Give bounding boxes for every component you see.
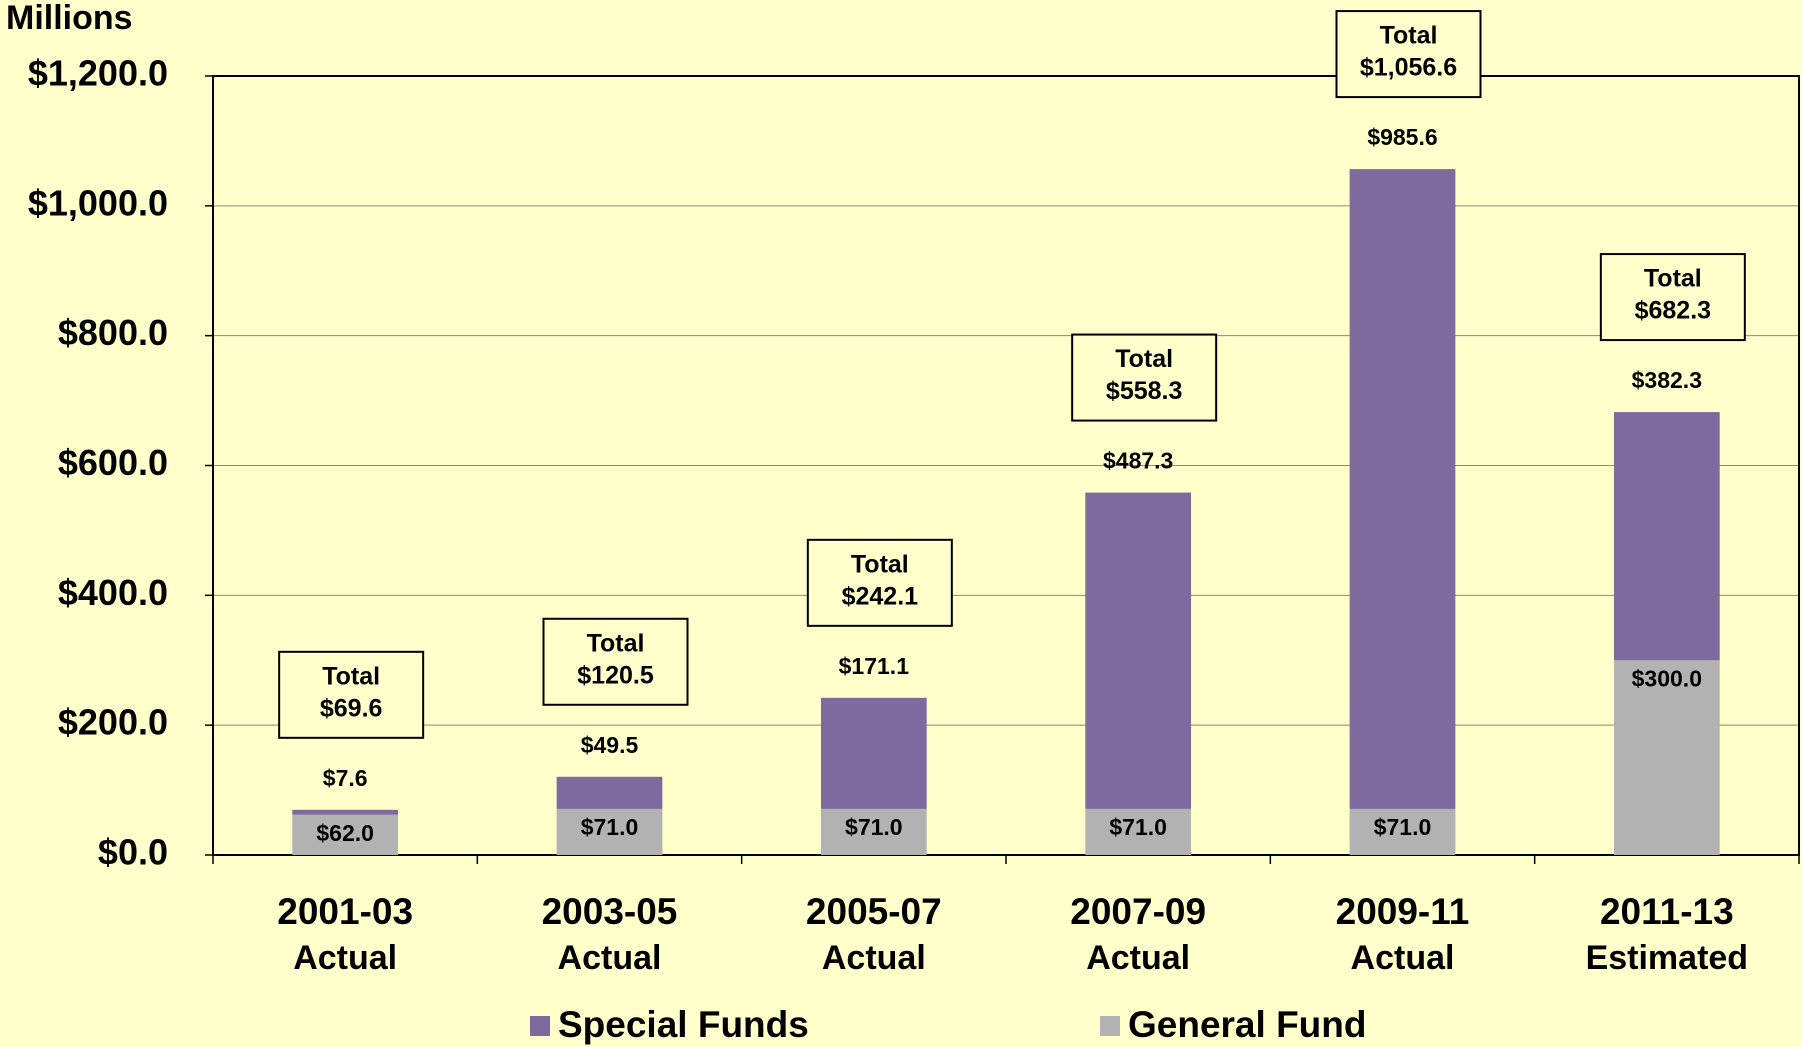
legend-label: General Fund	[1128, 1004, 1366, 1045]
total-title: Total	[1380, 22, 1438, 50]
x-tick-label: 2007-09	[1070, 891, 1206, 932]
legend-swatch	[530, 1016, 550, 1036]
data-label: $300.0	[1632, 665, 1702, 691]
y-tick-label: $600.0	[58, 442, 168, 483]
total-title: Total	[851, 550, 909, 578]
data-label: $985.6	[1367, 124, 1437, 150]
data-label: $7.6	[323, 765, 368, 791]
y-axis-label: Millions	[6, 0, 133, 37]
bar-segment	[556, 776, 663, 809]
bar-segment	[292, 814, 399, 855]
y-tick-label: $400.0	[58, 572, 168, 613]
data-label: $62.0	[316, 820, 374, 846]
data-label: $71.0	[1109, 814, 1167, 840]
x-tick-label: 2009-11	[1336, 891, 1470, 932]
bar-segment	[1085, 492, 1192, 809]
y-tick-label: $1,000.0	[28, 182, 168, 223]
total-label: $120.5	[577, 661, 654, 689]
x-tick-sublabel: Estimated	[1586, 939, 1749, 977]
total-box	[1599, 253, 1746, 342]
y-tick-label: $1,200.0	[28, 53, 168, 94]
x-tick-label: 2001-03	[277, 891, 413, 932]
x-tick-sublabel: Actual	[822, 939, 926, 977]
y-tick-label: $200.0	[58, 702, 168, 743]
bar-segment	[820, 697, 927, 809]
legend-swatch	[1100, 1016, 1120, 1036]
total-label: $1,056.6	[1360, 54, 1457, 82]
data-label: $382.3	[1632, 367, 1702, 393]
legend-label: Special Funds	[558, 1004, 809, 1045]
total-title: Total	[587, 629, 645, 657]
bar-segment	[1613, 660, 1720, 855]
total-box	[1071, 333, 1218, 422]
total-box	[806, 538, 953, 627]
total-label: $682.3	[1635, 297, 1711, 325]
x-tick-sublabel: Actual	[558, 939, 662, 977]
data-label: $71.0	[845, 814, 903, 840]
total-label: $242.1	[842, 582, 919, 610]
bar-segment	[292, 809, 399, 815]
total-label: $558.3	[1106, 377, 1182, 405]
total-title: Total	[1115, 345, 1173, 373]
bar-segment	[820, 808, 927, 855]
bar-segment	[1085, 808, 1192, 855]
x-tick-label: 2011-13	[1600, 891, 1734, 932]
total-title: Total	[1644, 265, 1702, 293]
x-tick-sublabel: Actual	[293, 939, 397, 977]
bar-segment	[1349, 169, 1456, 809]
data-label: $487.3	[1103, 448, 1173, 474]
x-tick-sublabel: Actual	[1351, 939, 1455, 977]
data-label: $49.5	[581, 732, 639, 758]
bar-segment	[1613, 412, 1720, 661]
bar-segment	[556, 808, 663, 855]
x-tick-sublabel: Actual	[1086, 939, 1190, 977]
data-label: $171.1	[839, 653, 910, 679]
data-label: $71.0	[581, 814, 639, 840]
total-box	[1335, 10, 1482, 99]
total-title: Total	[322, 662, 380, 690]
y-tick-label: $800.0	[58, 312, 168, 353]
total-box	[542, 617, 689, 706]
x-tick-label: 2005-07	[806, 891, 942, 932]
total-label: $69.6	[320, 694, 383, 722]
total-box	[278, 650, 425, 739]
y-tick-label: $0.0	[98, 832, 168, 873]
data-label: $71.0	[1374, 814, 1432, 840]
x-tick-label: 2003-05	[542, 891, 678, 932]
bar-segment	[1349, 808, 1456, 855]
